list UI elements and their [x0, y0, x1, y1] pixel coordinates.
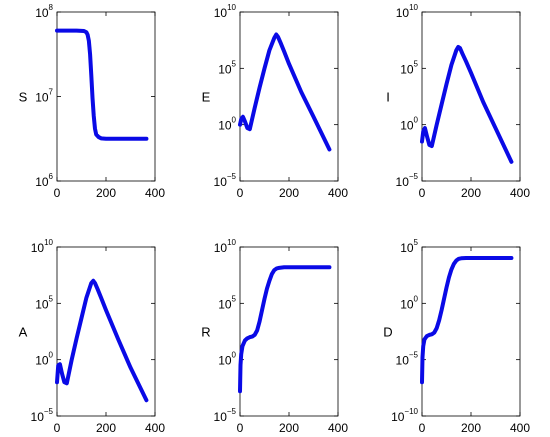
- x-tick-label: 0: [237, 186, 244, 200]
- panel-r: 0 200 400 10−5 100 105 1010 R: [201, 238, 348, 435]
- x-tick-label: 0: [54, 186, 61, 200]
- y-tick-label: 100: [218, 351, 236, 368]
- series-line: [238, 32, 332, 152]
- y-tick-label: 10−5: [396, 172, 419, 189]
- y-axis-label: A: [19, 325, 28, 340]
- y-tick-label: 10−5: [396, 351, 419, 368]
- x-tick-label: 0: [419, 421, 426, 435]
- y-tick-label: 100: [218, 116, 236, 133]
- y-tick-label: 105: [218, 294, 236, 311]
- y-tick-label: 100: [35, 351, 53, 368]
- y-tick-label: 105: [35, 294, 53, 311]
- y-tick-label: 105: [400, 238, 418, 255]
- y-tick-label: 1010: [31, 238, 54, 255]
- x-tick-label: 400: [328, 421, 348, 435]
- y-axis-label: E: [202, 90, 211, 105]
- y-tick-label: 100: [400, 116, 418, 133]
- y-tick-label: 10−10: [391, 407, 418, 424]
- y-tick-label: 10−5: [214, 407, 237, 424]
- y-axis-label: D: [383, 325, 392, 340]
- panel-d: 0 200 400 10−10 10−5 100 105 D: [383, 238, 530, 435]
- y-tick-label: 107: [35, 88, 53, 105]
- series-line: [55, 28, 149, 141]
- x-tick-label: 0: [419, 186, 426, 200]
- panel-s: 0 200 400 106 107 108 S: [19, 3, 166, 200]
- panel-i: 0 200 400 10−5 100 105 1010 I: [386, 3, 530, 200]
- y-tick-label: 108: [35, 3, 53, 20]
- series-line: [420, 256, 514, 385]
- x-tick-label: 200: [96, 186, 116, 200]
- y-tick-label: 106: [35, 172, 53, 189]
- x-tick-label: 400: [510, 186, 530, 200]
- y-axis-label: R: [201, 325, 210, 340]
- y-axis-label: I: [386, 90, 390, 105]
- y-tick-label: 1010: [214, 238, 237, 255]
- y-tick-label: 100: [400, 294, 418, 311]
- x-tick-label: 400: [328, 186, 348, 200]
- x-tick-label: 400: [145, 186, 165, 200]
- y-tick-label: 105: [400, 59, 418, 76]
- x-tick-label: 400: [510, 421, 530, 435]
- y-tick-label: 10−5: [214, 172, 237, 189]
- y-tick-label: 10−5: [31, 407, 54, 424]
- series-line: [55, 278, 149, 403]
- x-tick-label: 200: [96, 421, 116, 435]
- x-tick-label: 0: [54, 421, 61, 435]
- y-tick-label: 1010: [214, 3, 237, 20]
- x-tick-label: 200: [461, 421, 481, 435]
- x-tick-label: 0: [237, 421, 244, 435]
- series-line: [420, 44, 514, 164]
- plot-frame: [56, 11, 156, 182]
- y-tick-label: 1010: [396, 3, 419, 20]
- y-axis-label: S: [19, 90, 28, 105]
- plot-frame: [421, 11, 521, 182]
- panel-e: 0 200 400 10−5 100 105 1010 E: [202, 3, 349, 200]
- plot-frame: [239, 11, 339, 182]
- x-tick-label: 400: [145, 421, 165, 435]
- panel-a: 0 200 400 10−5 100 105 1010 A: [19, 238, 166, 435]
- x-tick-label: 200: [461, 186, 481, 200]
- x-tick-label: 200: [279, 186, 299, 200]
- x-tick-label: 200: [279, 421, 299, 435]
- y-tick-label: 105: [218, 59, 236, 76]
- series-line: [238, 265, 332, 394]
